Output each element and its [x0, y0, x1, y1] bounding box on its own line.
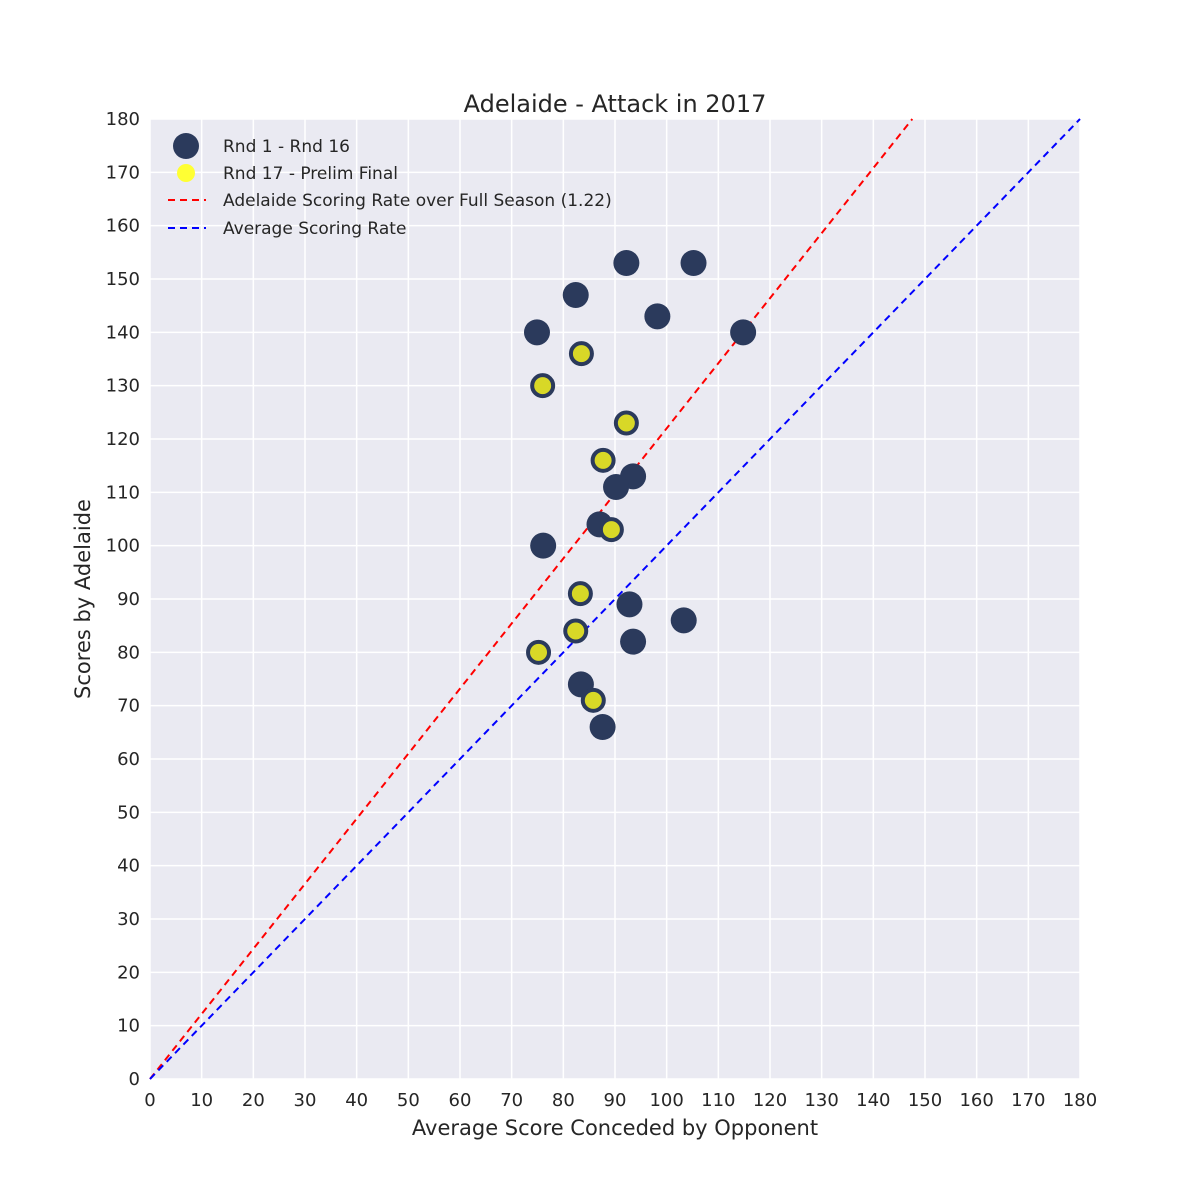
point-rnd1-16	[680, 250, 707, 276]
x-tick-label: 40	[345, 1090, 368, 1111]
x-tick-label: 120	[753, 1090, 787, 1111]
grid	[149, 118, 1081, 1080]
point-rnd1-16	[530, 532, 557, 559]
point-rnd17-prelim	[580, 687, 606, 713]
legend-label-average-rate: Average Scoring Rate	[223, 219, 406, 239]
point-rnd1-16	[603, 474, 630, 500]
x-tick-label: 80	[552, 1090, 575, 1111]
point-rnd1-16	[613, 250, 640, 276]
y-tick-label: 10	[117, 1016, 140, 1037]
x-tick-label: 20	[242, 1090, 265, 1111]
y-tick-label: 130	[106, 376, 140, 397]
average-rate-line	[149, 118, 1081, 1080]
y-tick-label: 0	[129, 1069, 140, 1090]
y-tick-label: 70	[117, 696, 140, 717]
point-rnd1-16	[730, 319, 757, 346]
y-tick-label: 180	[106, 109, 140, 130]
y-tick-label: 30	[117, 909, 140, 930]
point-rnd1-16	[670, 607, 697, 634]
x-tick-label: 140	[856, 1090, 890, 1111]
point-rnd17-prelim	[567, 581, 593, 607]
x-ticks: 0 10 20 30 40 50 60 70 80 90 100 110 120 130 140 150 160…	[144, 1090, 1097, 1111]
x-tick-label: 130	[804, 1090, 838, 1111]
x-tick-label: 0	[144, 1090, 155, 1111]
legend-label-adelaide-rate: Adelaide Scoring Rate over Full Season (…	[223, 191, 612, 211]
point-rnd1-16	[589, 714, 616, 740]
x-tick-label: 70	[500, 1090, 523, 1111]
y-tick-label: 120	[106, 429, 140, 450]
point-rnd17-prelim	[530, 373, 556, 399]
legend-marker-rnd17-prelim	[177, 164, 195, 182]
y-tick-label: 150	[106, 269, 140, 290]
point-rnd1-16	[620, 628, 647, 655]
y-tick-label: 110	[106, 482, 140, 503]
chart-title: Adelaide - Attack in 2017	[464, 90, 767, 118]
legend-marker-rnd1-16	[173, 133, 199, 159]
legend-label-rnd1-16: Rnd 1 - Rnd 16	[223, 137, 350, 157]
legend-label-rnd17-prelim: Rnd 17 - Prelim Final	[223, 164, 398, 184]
x-tick-label: 160	[959, 1090, 993, 1111]
x-tick-label: 170	[1011, 1090, 1045, 1111]
point-rnd17-prelim	[568, 341, 594, 367]
x-tick-label: 30	[294, 1090, 317, 1111]
point-rnd1-16	[523, 319, 550, 346]
y-tick-label: 100	[106, 536, 140, 557]
y-tick-label: 90	[117, 589, 140, 610]
x-tick-label: 10	[190, 1090, 213, 1111]
point-rnd17-prelim	[563, 618, 589, 644]
y-tick-label: 20	[117, 962, 140, 983]
point-rnd17-prelim	[526, 639, 552, 665]
y-tick-label: 170	[106, 162, 140, 183]
point-rnd17-prelim	[613, 410, 639, 436]
point-rnd17-prelim	[590, 447, 616, 473]
y-tick-label: 60	[117, 749, 140, 770]
y-axis-label: Scores by Adelaide	[71, 499, 95, 699]
x-tick-label: 100	[649, 1090, 683, 1111]
point-rnd1-16	[616, 591, 643, 618]
point-rnd1-16	[644, 303, 671, 330]
y-tick-label: 140	[106, 322, 140, 343]
x-tick-label: 110	[701, 1090, 735, 1111]
point-rnd17-prelim	[598, 517, 624, 543]
x-axis-label: Average Score Conceded by Opponent	[412, 1116, 818, 1140]
y-tick-label: 80	[117, 642, 140, 663]
point-rnd1-16	[562, 282, 589, 308]
y-tick-label: 40	[117, 856, 140, 877]
x-tick-label: 60	[449, 1090, 472, 1111]
y-tick-label: 50	[117, 802, 140, 823]
legend: Rnd 1 - Rnd 16 Rnd 17 - Prelim Final Ade…	[168, 133, 612, 239]
x-tick-label: 150	[908, 1090, 942, 1111]
x-tick-label: 50	[397, 1090, 420, 1111]
adelaide-rate-line	[149, 118, 914, 1080]
data-points	[523, 250, 757, 740]
rate-lines	[149, 118, 1081, 1080]
x-tick-label: 180	[1063, 1090, 1097, 1111]
x-tick-label: 90	[604, 1090, 627, 1111]
y-ticks: 0 10 20 30 40 50 60 70 80 90 100 110 120 130 140 150 160…	[106, 109, 140, 1090]
y-tick-label: 160	[106, 216, 140, 237]
